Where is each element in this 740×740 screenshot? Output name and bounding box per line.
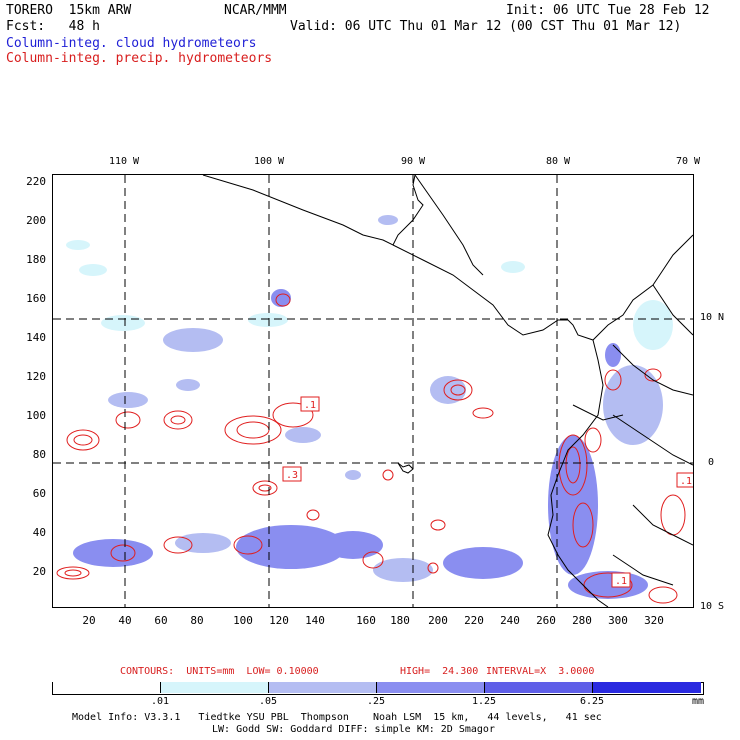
contour-label: .3: [286, 470, 298, 481]
forecast-hour: Fcst: 48 h: [6, 19, 100, 34]
precip-contours: [56, 293, 686, 604]
map-panel: .1 .3 .1 .1: [52, 174, 694, 608]
y-tick: 40: [32, 526, 46, 539]
x-tick: 320: [644, 614, 664, 627]
colorbar-label: 1.25: [471, 696, 497, 707]
x-tick: 240: [500, 614, 520, 627]
lon-label-80w: 80 W: [545, 156, 571, 167]
y-tick: 100: [26, 409, 46, 422]
contour-label: .1: [304, 400, 316, 411]
contour-label: .1: [615, 576, 627, 587]
lon-label-100w: 100 W: [253, 156, 285, 167]
colorbar-unit: mm: [691, 696, 705, 707]
y-tick: 60: [32, 487, 46, 500]
x-tick: 280: [572, 614, 592, 627]
colorbar-segment: [593, 682, 701, 693]
model-title: TORERO 15km ARW: [6, 3, 132, 18]
x-tick: 200: [428, 614, 448, 627]
contour-interval: INTERVAL=X 3.0000: [486, 666, 595, 677]
graticule: [53, 175, 693, 607]
field-precip-label: Column-integ. precip. hydrometeors: [6, 51, 273, 66]
lat-label-10n: 10 N: [700, 312, 725, 323]
y-tick: 140: [26, 331, 46, 344]
x-tick: 180: [390, 614, 410, 627]
colorbar-label: 6.25: [579, 696, 605, 707]
x-tick: 120: [269, 614, 289, 627]
contour-high: HIGH= 24.300: [400, 666, 479, 677]
model-info: Model Info: V3.3.1 Tiedtke YSU PBL Thomp…: [72, 712, 602, 723]
cloud-shading: [66, 215, 673, 599]
valid-time: Valid: 06 UTC Thu 01 Mar 12 (00 CST Thu …: [290, 19, 682, 34]
lon-label-70w: 70 W: [675, 156, 701, 167]
x-tick: 260: [536, 614, 556, 627]
y-tick: 220: [26, 175, 46, 188]
lat-label-0: 0: [708, 457, 715, 468]
y-tick: 20: [32, 565, 46, 578]
x-tick: 160: [356, 614, 376, 627]
field-cloud-label: Column-integ. cloud hydrometeors: [6, 36, 257, 51]
lon-label-90w: 90 W: [400, 156, 426, 167]
x-tick: 220: [464, 614, 484, 627]
colorbar-label: .01: [150, 696, 170, 707]
org-label: NCAR/MMM: [224, 3, 287, 18]
colorbar-segment: [161, 682, 269, 693]
y-tick: 80: [32, 448, 46, 461]
x-tick: 20: [82, 614, 96, 627]
contour-units: CONTOURS: UNITS=mm LOW= 0.10000: [120, 666, 319, 677]
y-tick: 120: [26, 370, 46, 383]
x-tick: 300: [608, 614, 628, 627]
colorbar-segment: [377, 682, 485, 693]
x-tick: 140: [305, 614, 325, 627]
map-svg: .1 .3 .1 .1: [53, 175, 693, 607]
lat-label-10s: 10 S: [700, 601, 725, 612]
colorbar-label: .05: [258, 696, 278, 707]
lon-label-110w: 110 W: [108, 156, 140, 167]
colorbar-segment: [485, 682, 593, 693]
coastlines: [202, 175, 693, 607]
colorbar-segment: [269, 682, 377, 693]
init-time: Init: 06 UTC Tue 28 Feb 12: [506, 3, 710, 18]
x-tick: 60: [154, 614, 168, 627]
y-tick: 160: [26, 292, 46, 305]
colorbar-segment: [53, 682, 161, 693]
contour-label: .1: [680, 476, 692, 487]
y-tick: 180: [26, 253, 46, 266]
contour-value-labels: .1 .3 .1 .1: [282, 396, 693, 588]
y-tick: 200: [26, 214, 46, 227]
physics-info: LW: Godd SW: Goddard DIFF: simple KM: 2D…: [212, 724, 495, 735]
x-tick: 40: [118, 614, 132, 627]
x-tick: 100: [233, 614, 253, 627]
x-tick: 80: [190, 614, 204, 627]
colorbar-label: .25: [366, 696, 386, 707]
